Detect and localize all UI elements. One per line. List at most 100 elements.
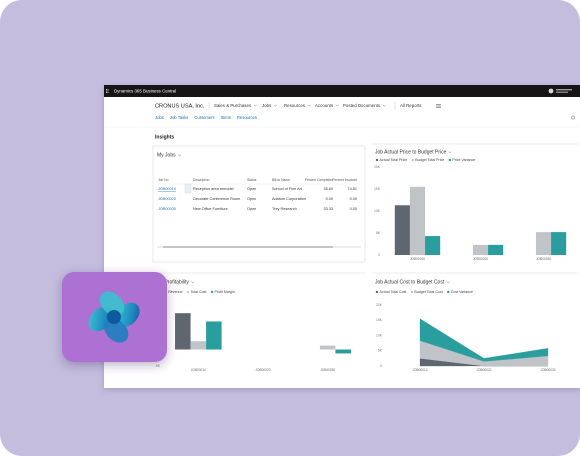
x-tick-label: JOB00030 [320,368,335,372]
scrollbar-thumb[interactable] [163,246,333,248]
y-tick-label: 0 [380,364,382,368]
chart-title[interactable]: Job Actual Cost to Budget Cost [375,279,445,285]
column-header: Description [193,178,210,182]
x-tick-label: JOB00010 [191,368,206,372]
subnav-link[interactable]: Customers [194,115,214,120]
job-link[interactable]: JOB00010 [158,187,176,191]
table-cell: Reception area remodel [193,187,234,191]
y-tick-label: -5K [155,364,161,368]
legend-label: Actual Total Cost [380,290,407,294]
job-link[interactable]: JOB00030 [158,207,176,211]
nav-menu[interactable]: Jobs [262,103,272,108]
menu-icon[interactable] [436,104,441,108]
my-jobs-panel [152,145,366,263]
chart-title[interactable]: Job Profitability [155,279,189,285]
y-tick-label: 10K [376,333,383,337]
chevron [446,281,450,284]
user-avatar[interactable] [548,88,554,94]
table-cell: Trey Research [272,207,297,211]
legend-marker [186,290,190,294]
chevron [382,104,386,107]
row-selector[interactable] [184,183,192,194]
area [419,318,549,362]
chevron [448,151,452,154]
y-tick-label: 20K [376,303,383,307]
nav-menu[interactable]: Accounts [315,103,334,108]
bar [394,205,410,255]
all-reports[interactable]: All Reports [400,103,422,108]
x-tick-label: JOB00010 [412,368,427,372]
x-tick-label: JOB00030 [536,257,551,261]
table-cell: Adatum Corporation [272,197,306,201]
nav-menu[interactable]: Resources [284,103,306,108]
column-header: Percent Invoiced [332,178,357,182]
nav-menu[interactable]: Posted Documents [343,103,381,108]
bar [175,313,191,350]
table-cell: 0.00 [350,197,357,201]
y-tick-label: 15K [376,318,383,322]
legend-marker [447,290,450,294]
x-tick-label: JOB00010 [410,257,425,261]
bar [551,232,567,255]
subnav-link[interactable]: Resources [237,115,257,120]
table-cell: 36.60 [323,187,333,191]
y-tick-label: 20K [374,165,381,169]
table-cell: Open [247,197,256,201]
table-cell: 0.00 [350,207,357,211]
table-cell: 33.33 [323,207,333,211]
chevron [253,104,257,107]
bar [206,321,222,350]
column-header: Bill-to Name [272,178,290,182]
y-tick-label: 15K [374,187,381,191]
chevron [307,104,311,107]
legend-marker [375,158,379,162]
subnav-link[interactable]: Jobs [155,115,164,120]
y-tick-label: 5K [378,349,383,353]
legend-label: Price Variance [452,158,475,162]
legend-label: Profit Margin [214,290,234,294]
legend-marker [210,290,214,294]
nav-menu[interactable]: Sales & Purchases [214,103,252,108]
bar [190,341,207,350]
user-info [556,91,568,93]
table-cell: 74.51 [347,187,357,191]
chevron [191,281,195,284]
section-title: Insights [155,134,174,140]
chevron [273,104,278,107]
legend-label: Budget Total Price [415,158,444,162]
subnav-link[interactable]: Job Tasks [170,115,189,120]
subnav-link[interactable]: Items [221,115,231,120]
y-tick-label: 10K [374,209,381,213]
x-tick-label: JOB00030 [540,368,555,372]
legend-marker [410,290,414,294]
x-tick-label: JOB00020 [255,368,270,372]
title-bar [104,85,580,97]
table-cell: 0.00 [326,197,333,201]
legend-label: Cost Variance [451,290,473,294]
panel-title[interactable]: My Jobs [157,152,176,158]
bar [488,244,504,255]
job-link[interactable]: JOB00020 [158,197,176,201]
app-title: Dynamics 365 Business Central [114,88,176,93]
table-cell: Open [247,207,256,211]
bar [409,186,426,255]
bar [319,345,336,350]
settings-icon[interactable] [571,115,575,120]
app-logo [62,272,167,362]
logo-mark [88,291,140,343]
chevron [177,154,182,157]
table-cell: Decorate Conference Room [193,197,240,201]
company-name[interactable]: CRONUS USA, Inc. [155,103,205,109]
user-info [556,89,572,91]
legend-label: Budget Total Cost [414,290,442,294]
table-cell: New Office Furniture [193,207,228,211]
chart-title[interactable]: Job Actual Price to Budget Price [375,149,447,155]
bar [535,232,552,255]
bar [425,236,441,255]
app-launcher[interactable] [106,89,109,93]
y-tick-label: 0 [378,253,380,257]
bar [472,244,489,255]
legend-label: Actual Total Price [380,158,408,162]
legend-marker [448,158,452,162]
